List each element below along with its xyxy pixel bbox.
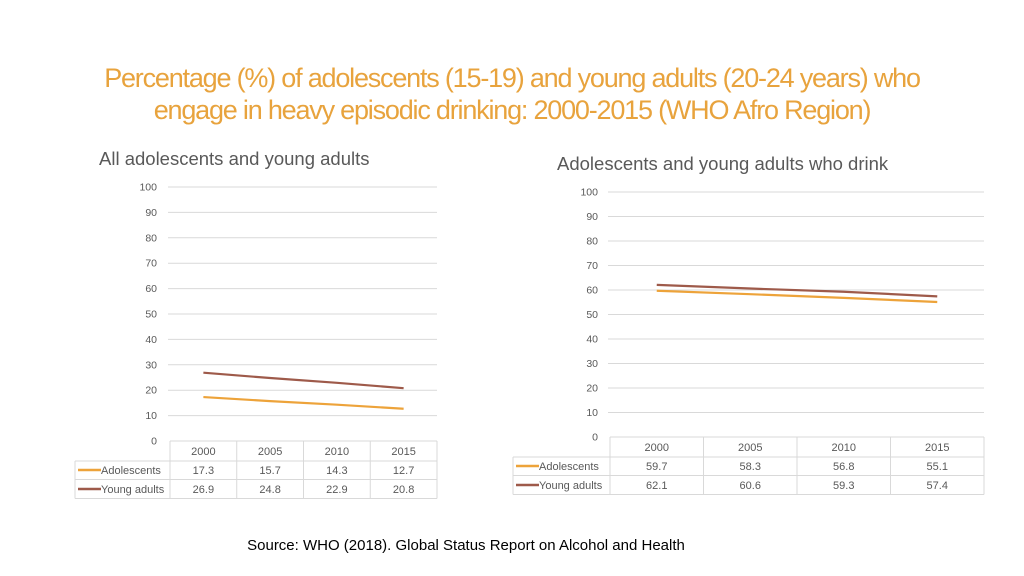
y-tick-label: 80 — [586, 236, 598, 248]
y-tick-label: 30 — [145, 359, 157, 371]
legend-label: Adolescents — [539, 461, 599, 473]
table-cell-value: 57.4 — [927, 480, 948, 492]
y-tick-label: 60 — [145, 283, 157, 295]
table-cell-value: 15.7 — [259, 465, 280, 477]
y-tick-label: 100 — [139, 182, 157, 194]
y-tick-label: 10 — [145, 410, 157, 422]
series-line-young-adults — [656, 283, 938, 298]
table-header-year: 2015 — [925, 442, 949, 454]
legend-label: Young adults — [539, 480, 603, 492]
table-cell-value: 17.3 — [193, 465, 214, 477]
y-tick-label: 80 — [145, 232, 157, 244]
y-tick-label: 100 — [580, 187, 598, 199]
chart-title-drinkers: Adolescents and young adults who drink — [557, 153, 889, 174]
table-cell-value: 22.9 — [326, 484, 347, 496]
page-title: Percentage (%) of adolescents (15-19) an… — [104, 63, 921, 125]
table-header-year: 2000 — [191, 446, 215, 458]
table-cell-value: 56.8 — [833, 461, 854, 473]
source-note: Source: WHO (2018). Global Status Report… — [247, 537, 685, 554]
table-cell-value: 59.3 — [833, 480, 854, 492]
legend-label: Adolescents — [101, 465, 161, 477]
table-header-year: 2005 — [258, 446, 282, 458]
y-tick-label: 50 — [145, 309, 157, 321]
y-tick-label: 50 — [586, 309, 598, 321]
chart-title-all: All adolescents and young adults — [99, 148, 370, 169]
y-tick-label: 40 — [586, 334, 598, 346]
table-header-year: 2005 — [738, 442, 762, 454]
table-cell-value: 20.8 — [393, 484, 414, 496]
series-line-adolescents — [656, 289, 938, 304]
table-cell-value: 55.1 — [927, 461, 948, 473]
y-tick-label: 20 — [145, 385, 157, 397]
series-line-adolescents — [203, 395, 404, 410]
y-tick-label: 0 — [151, 436, 157, 448]
y-tick-label: 70 — [586, 260, 598, 272]
y-tick-label: 0 — [592, 432, 598, 444]
table-cell-value: 26.9 — [193, 484, 214, 496]
y-tick-label: 30 — [586, 358, 598, 370]
table-cell-value: 62.1 — [646, 480, 667, 492]
table-header-year: 2000 — [645, 442, 669, 454]
y-tick-label: 60 — [586, 285, 598, 297]
y-tick-label: 10 — [586, 407, 598, 419]
y-tick-label: 90 — [145, 207, 157, 219]
table-header-year: 2010 — [325, 446, 349, 458]
table-cell-value: 14.3 — [326, 465, 347, 477]
table-header-year: 2015 — [391, 446, 415, 458]
series-line-young-adults — [203, 371, 404, 390]
table-cell-value: 12.7 — [393, 465, 414, 477]
table-cell-value: 60.6 — [740, 480, 761, 492]
table-header-year: 2010 — [832, 442, 856, 454]
y-tick-label: 20 — [586, 383, 598, 395]
table-cell-value: 59.7 — [646, 461, 667, 473]
legend-label: Young adults — [101, 484, 165, 496]
table-cell-value: 58.3 — [740, 461, 761, 473]
y-tick-label: 40 — [145, 334, 157, 346]
y-tick-label: 70 — [145, 258, 157, 270]
y-tick-label: 90 — [586, 211, 598, 223]
table-cell-value: 24.8 — [259, 484, 280, 496]
